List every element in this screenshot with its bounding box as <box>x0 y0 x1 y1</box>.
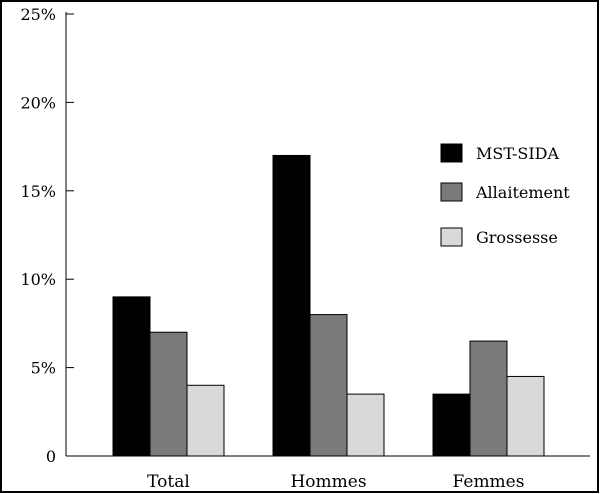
y-tick-label: 0 <box>46 447 56 466</box>
x-category-label: Hommes <box>290 472 366 492</box>
legend: MST-SIDA Allaitement Grossesse <box>440 143 570 247</box>
y-axis-ticks: 0 5% 10% 15% 20% 25% <box>20 5 74 466</box>
y-tick-label: 5% <box>31 359 56 378</box>
legend-label: MST-SIDA <box>476 144 559 163</box>
x-axis-labels: Total Hommes Femmes <box>147 472 524 492</box>
y-tick-label: 10% <box>20 270 56 289</box>
x-category-label: Femmes <box>453 472 525 492</box>
y-tick-label: 25% <box>20 5 56 24</box>
bar-allaitement-total <box>149 331 188 457</box>
bar-mst-sida-hommes <box>272 154 311 457</box>
y-tick-label: 15% <box>20 182 56 201</box>
bar-grossesse-total <box>186 384 225 457</box>
legend-swatch <box>440 143 463 163</box>
legend-label: Allaitement <box>475 183 570 202</box>
bars <box>112 154 545 457</box>
x-category-label: Total <box>147 472 190 492</box>
legend-swatch <box>440 227 463 247</box>
bar-allaitement-hommes <box>309 314 348 457</box>
legend-swatch <box>440 182 463 202</box>
bar-allaitement-femmes <box>469 340 508 457</box>
legend-label: Grossesse <box>476 228 558 247</box>
bar-mst-sida-total <box>112 296 151 457</box>
bar-mst-sida-femmes <box>432 393 471 457</box>
bar-grossesse-hommes <box>346 393 385 457</box>
bar-grossesse-femmes <box>506 375 545 457</box>
y-tick-label: 20% <box>20 93 56 112</box>
